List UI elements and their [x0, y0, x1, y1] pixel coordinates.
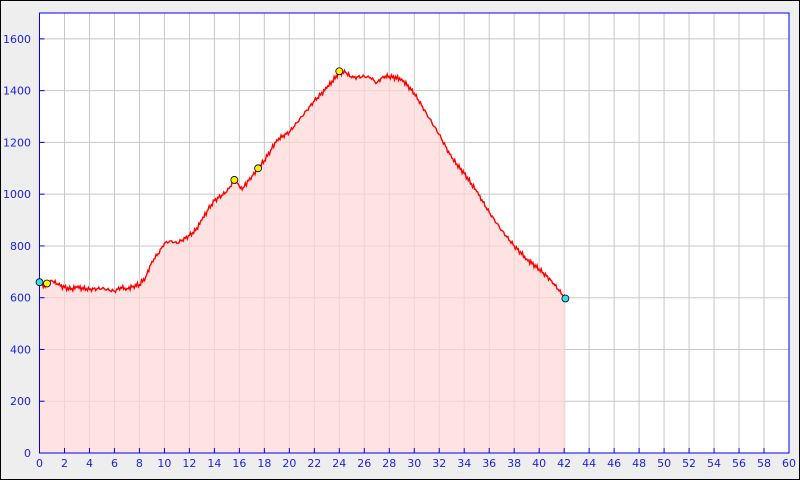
x-tick-label: 40: [532, 457, 546, 470]
x-tick-label: 24: [332, 457, 346, 470]
x-tick-label: 38: [507, 457, 521, 470]
elevation-line: [39, 68, 567, 299]
y-tick-label: 600: [10, 292, 31, 305]
y-tick-label: 800: [10, 240, 31, 253]
x-tick-label: 12: [182, 457, 196, 470]
x-tick-label: 42: [557, 457, 571, 470]
waypoint-marker: [43, 279, 51, 288]
x-tick-label: 58: [757, 457, 771, 470]
x-tick-label: 48: [632, 457, 646, 470]
x-tick-label: 50: [657, 457, 671, 470]
y-tick-label: 1000: [3, 188, 31, 201]
y-tick-label: 400: [10, 343, 31, 356]
x-tick-label: 6: [111, 457, 118, 470]
y-tick-label: 1400: [3, 85, 31, 98]
x-tick-label: 32: [432, 457, 446, 470]
x-tick-label: 60: [782, 457, 796, 470]
x-tick-label: 14: [207, 457, 221, 470]
x-tick-label: 36: [482, 457, 496, 470]
x-tick-label: 0: [36, 457, 43, 470]
x-tick-label: 18: [257, 457, 271, 470]
y-tick-label: 1600: [3, 33, 31, 46]
elevation-area: [39, 70, 566, 454]
waypoint-marker: [254, 164, 263, 173]
start-marker: [35, 278, 44, 287]
x-tick-label: 54: [707, 457, 721, 470]
x-tick-label: 20: [282, 457, 296, 470]
x-tick-label: 34: [457, 457, 471, 470]
y-tick-label: 1200: [3, 136, 31, 149]
x-tick-label: 30: [407, 457, 421, 470]
x-tick-label: 46: [607, 457, 621, 470]
x-tick-label: 52: [682, 457, 696, 470]
waypoint-marker: [335, 67, 344, 76]
x-tick-label: 10: [157, 457, 171, 470]
x-tick-label: 56: [732, 457, 746, 470]
end-marker: [561, 294, 570, 303]
x-tick-label: 2: [61, 457, 68, 470]
y-tick-label: 200: [10, 395, 31, 408]
x-tick-label: 22: [307, 457, 321, 470]
y-tick-label: 0: [24, 447, 31, 460]
x-tick-label: 16: [232, 457, 246, 470]
x-tick-label: 26: [357, 457, 371, 470]
x-tick-label: 44: [582, 457, 596, 470]
x-tick-label: 28: [382, 457, 396, 470]
waypoint-marker: [230, 176, 239, 184]
x-tick-label: 4: [86, 457, 93, 470]
x-tick-label: 8: [136, 457, 143, 470]
